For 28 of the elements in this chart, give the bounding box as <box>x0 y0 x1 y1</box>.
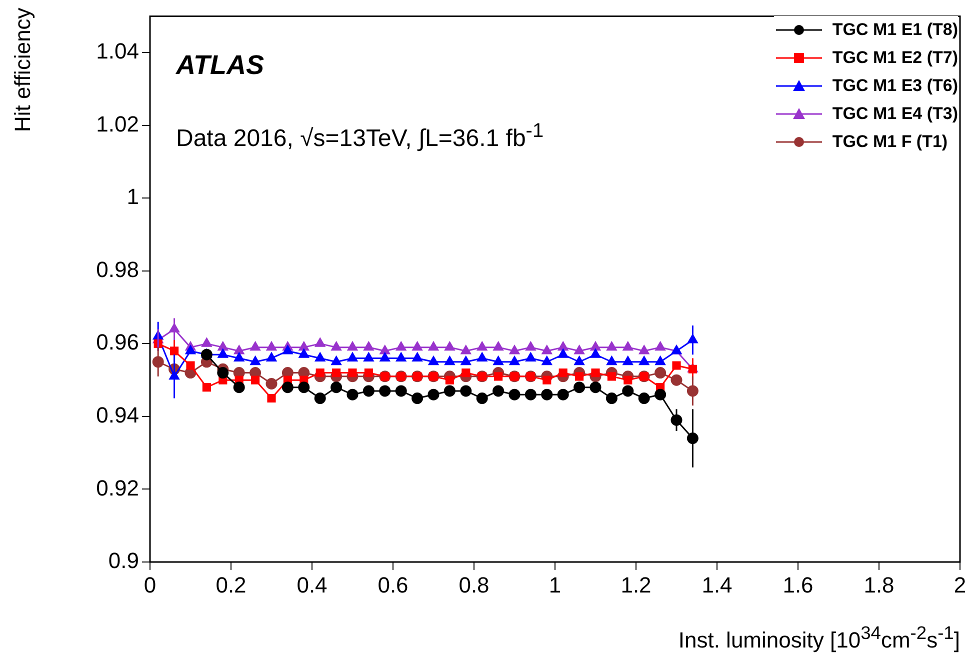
text: ATLAS <box>176 50 264 81</box>
y-tick-label: 1 <box>126 184 139 210</box>
legend-label: TGC M1 E4 (T3) <box>832 104 958 124</box>
x-tick-label: 1.4 <box>702 572 732 598</box>
y-tick-label: 0.94 <box>96 402 139 428</box>
y-axis-title: Hit efficiency <box>10 8 36 132</box>
y-tick-label: 0.96 <box>96 330 139 355</box>
y-tick-label: 0.9 <box>108 548 139 574</box>
y-tick-label: 0.98 <box>96 256 139 282</box>
annotation: Data 2016, √s=13TeV, ∫L=36.1 fb$^{-1}$ <box>176 120 544 153</box>
x-tick-label: 0.6 <box>378 572 408 598</box>
y-tick-label: 0.92 <box>96 475 139 500</box>
legend-label: TGC M1 F (T1) <box>832 132 948 152</box>
y-tick-label: 1.04 <box>96 38 139 64</box>
x-tick-label: 1 <box>548 572 562 598</box>
x-tick-label: 0.8 <box>458 572 490 598</box>
legend-label: TGC M1 E1 (T8) <box>832 20 958 40</box>
x-tick-label: 2 <box>954 572 966 598</box>
x-axis-title: Inst. luminosity [10$^{34}$cm$^{-2}$s$^{-1}$] <box>678 622 960 654</box>
y-tick-label: 1.02 <box>96 111 139 136</box>
x-tick-label: 1.6 <box>782 572 814 598</box>
x-tick-label: 0.4 <box>296 572 328 598</box>
x-tick-label: 0 <box>144 572 156 598</box>
x-tick-label: 1.2 <box>620 572 652 598</box>
x-tick-label: 1.8 <box>864 572 894 598</box>
legend-label: TGC M1 E2 (T7) <box>832 48 958 68</box>
x-tick-label: 0.2 <box>216 572 246 598</box>
legend-label: TGC M1 E3 (T6) <box>832 76 958 96</box>
